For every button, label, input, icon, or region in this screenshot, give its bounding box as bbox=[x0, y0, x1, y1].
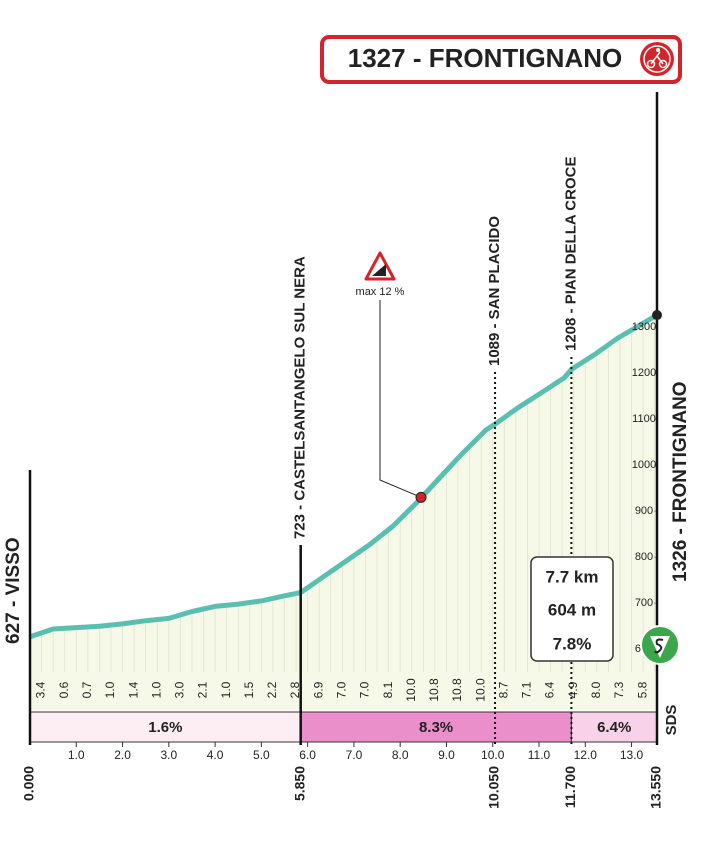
y-tick-label: 1000 bbox=[632, 459, 656, 471]
segment-gradient: 1.5 bbox=[242, 681, 256, 698]
segment-gradient: 2.1 bbox=[196, 681, 210, 698]
profile-line bbox=[29, 312, 659, 640]
bike-wheel bbox=[658, 59, 668, 69]
segment-gradient: 5.8 bbox=[635, 681, 649, 698]
sector-label: 6.4% bbox=[597, 719, 631, 736]
segment-gradient: 2.8 bbox=[288, 681, 302, 698]
sector-label: 1.6% bbox=[148, 719, 182, 736]
sprint-icon-shield bbox=[650, 636, 670, 658]
rider-head bbox=[656, 48, 660, 52]
segment-gradient: 10.8 bbox=[427, 678, 441, 702]
x-tick-label: 1.0 bbox=[68, 748, 85, 762]
max-gradient-slope bbox=[372, 264, 386, 276]
x-tick-label: 10.0 bbox=[481, 748, 505, 762]
plot: 60070080090010001100120013003.40.60.71.0… bbox=[3, 92, 691, 809]
finish-icon-ring bbox=[643, 45, 671, 73]
x-tick-label: 11.0 bbox=[528, 748, 551, 762]
summary-climb: 604 m bbox=[548, 600, 596, 619]
finish-icon bbox=[640, 42, 674, 76]
segment-gradient: 1.0 bbox=[103, 681, 117, 698]
y-tick-label: 1100 bbox=[632, 413, 656, 425]
max-gradient-leader bbox=[379, 300, 422, 498]
y-tick-label: 1200 bbox=[632, 367, 656, 379]
segment-gradient: 7.0 bbox=[335, 681, 349, 698]
y-tick-label: 1300 bbox=[632, 321, 656, 333]
summary-box: 7.7 km 604 m 7.8% bbox=[530, 556, 614, 662]
segment-gradient: 6.9 bbox=[311, 681, 325, 698]
x-tick-label: 8.0 bbox=[392, 748, 409, 762]
km-marker-label: 11.700 bbox=[562, 766, 578, 808]
sector-bar bbox=[29, 711, 302, 743]
segment-gradient: 10.8 bbox=[450, 678, 464, 702]
x-tick-label: 3.0 bbox=[160, 748, 177, 762]
segment-gradient: 1.0 bbox=[219, 681, 233, 698]
title-box: 1327 - FRONTIGNANO bbox=[320, 35, 682, 84]
segment-gradient: 3.0 bbox=[173, 681, 187, 698]
segment-gradient: 6.4 bbox=[543, 681, 557, 698]
finish-dot bbox=[652, 310, 662, 321]
segment-gradient: 7.0 bbox=[358, 681, 372, 698]
y-tick-label: 800 bbox=[635, 551, 653, 563]
logo: SDS bbox=[663, 705, 680, 736]
segment-gradient: 8.7 bbox=[496, 681, 510, 698]
x-tick-label: 12.0 bbox=[574, 748, 598, 762]
x-tick-label: 9.0 bbox=[438, 748, 455, 762]
chart-title: 1327 - FRONTIGNANO bbox=[348, 43, 623, 73]
place-label: 1208 - PIAN DELLA CROCE bbox=[562, 157, 579, 351]
max-gradient-label: max 12 % bbox=[356, 286, 405, 298]
segment-gradient: 8.1 bbox=[381, 681, 395, 698]
sprint-icon bbox=[640, 625, 680, 665]
place-label: 723 - CASTELSANTANGELO SUL NERA bbox=[292, 256, 309, 539]
profile-fill bbox=[30, 315, 657, 710]
y-tick-label: 700 bbox=[635, 597, 653, 609]
sprint-icon-mark bbox=[654, 638, 664, 654]
place-label: 1089 - SAN PLACIDO bbox=[486, 216, 503, 366]
segment-gradient: 0.6 bbox=[57, 681, 71, 698]
summary-frame bbox=[530, 556, 614, 662]
segment-gradient: 2.2 bbox=[265, 681, 279, 698]
title-frame bbox=[320, 35, 682, 84]
segment-gradient: 8.0 bbox=[589, 681, 603, 698]
km-marker-label: 10.050 bbox=[486, 766, 502, 809]
x-tick-label: 13.0 bbox=[620, 748, 644, 762]
segment-gradient: 1.0 bbox=[149, 681, 163, 698]
x-tick-label: 5.0 bbox=[253, 748, 270, 762]
rider-body bbox=[650, 51, 664, 65]
segment-gradient: 10.0 bbox=[473, 678, 487, 702]
segment-gradient: 7.3 bbox=[612, 681, 626, 698]
x-tick-label: 7.0 bbox=[346, 748, 363, 762]
segment-gradient: 1.4 bbox=[126, 681, 140, 698]
segment-gradient: 4.9 bbox=[566, 681, 580, 698]
x-tick-label: 6.0 bbox=[299, 748, 316, 762]
segment-gradient: 10.0 bbox=[404, 678, 418, 702]
km-marker-label: 0.000 bbox=[21, 766, 37, 801]
summary-distance: 7.7 km bbox=[546, 567, 599, 586]
x-tick-label: 4.0 bbox=[207, 748, 224, 762]
place-label: 1326 - FRONTIGNANO bbox=[670, 381, 691, 582]
sector-label: 8.3% bbox=[419, 719, 453, 736]
max-gradient-sign bbox=[364, 251, 396, 281]
km-marker-label: 5.850 bbox=[291, 766, 307, 801]
segment-gradient: 3.4 bbox=[34, 681, 48, 698]
y-tick-label: 900 bbox=[635, 505, 653, 517]
bike-wheel bbox=[646, 59, 656, 69]
place-label: 627 - VISSO bbox=[3, 537, 24, 644]
segment-gradient: 0.7 bbox=[80, 681, 94, 698]
x-tick-label: 2.0 bbox=[114, 748, 131, 762]
km-marker-label: 13.550 bbox=[648, 766, 664, 809]
max-gradient-point bbox=[415, 491, 427, 503]
segment-gradient: 7.1 bbox=[520, 681, 534, 698]
summary-gradient: 7.8% bbox=[553, 634, 592, 653]
